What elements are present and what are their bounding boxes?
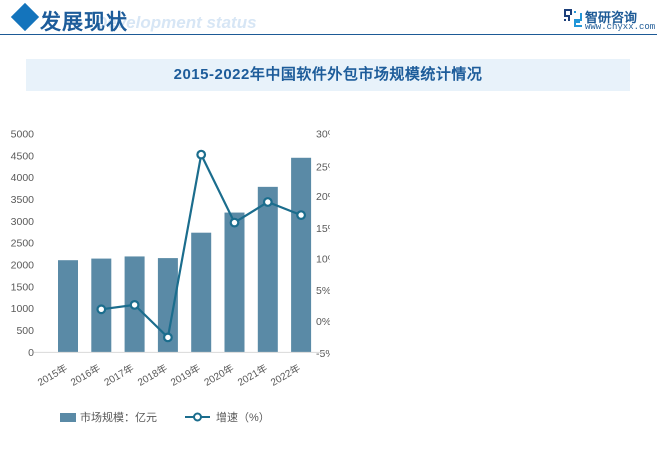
svg-text:1000: 1000	[11, 303, 35, 315]
svg-text:2020年: 2020年	[202, 361, 236, 388]
svg-text:-5%: -5%	[316, 348, 330, 360]
svg-text:3000: 3000	[11, 216, 35, 228]
svg-text:0%: 0%	[316, 316, 330, 328]
svg-text:4500: 4500	[11, 150, 35, 162]
svg-text:1500: 1500	[11, 281, 35, 293]
svg-text:0: 0	[28, 347, 34, 359]
svg-text:增速（%）: 增速（%）	[216, 410, 270, 424]
svg-text:2022年: 2022年	[268, 361, 302, 388]
svg-text:2018年: 2018年	[135, 361, 169, 388]
svg-text:15%: 15%	[316, 223, 330, 235]
svg-text:2015年: 2015年	[35, 361, 69, 388]
svg-text:3500: 3500	[11, 194, 35, 206]
svg-text:2000: 2000	[11, 260, 35, 272]
svg-text:5%: 5%	[316, 285, 330, 297]
svg-text:4000: 4000	[11, 172, 35, 184]
svg-text:2021年: 2021年	[235, 361, 269, 388]
svg-text:2019年: 2019年	[168, 361, 202, 388]
svg-text:2500: 2500	[11, 238, 35, 250]
svg-text:市场规模：亿元: 市场规模：亿元	[80, 410, 157, 424]
svg-text:2017年: 2017年	[102, 361, 136, 388]
svg-text:25%: 25%	[316, 162, 330, 174]
svg-text:500: 500	[16, 325, 34, 337]
svg-text:20%: 20%	[316, 191, 330, 203]
svg-text:5000: 5000	[11, 129, 35, 141]
svg-text:10%: 10%	[316, 254, 330, 266]
svg-text:2016年: 2016年	[68, 361, 102, 388]
svg-text:30%: 30%	[316, 129, 330, 141]
